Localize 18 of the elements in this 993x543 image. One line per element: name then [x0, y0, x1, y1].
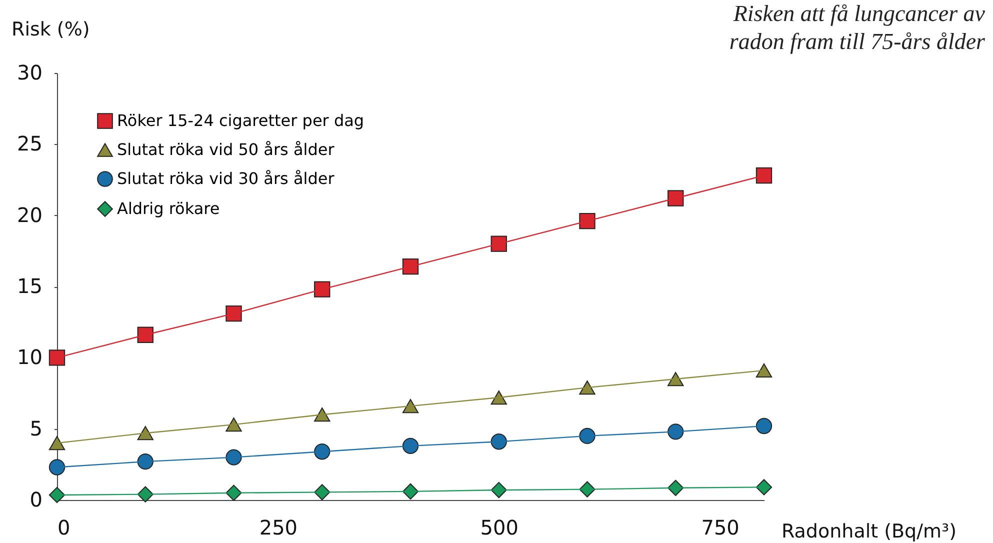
y-tick-label: 10	[17, 345, 42, 370]
x-tick-label: 500	[480, 516, 518, 540]
y-axis-title: Risk (%)	[12, 18, 90, 40]
y-tick-label: 20	[17, 202, 42, 227]
y-tick-label: 0	[30, 488, 42, 512]
x-axis-title: Radonhalt (Bq/m³)	[782, 520, 957, 542]
legend-label: Slutat röka vid 30 års ålder	[117, 169, 335, 188]
text: Risken att få lungcancer av radon fram till 75-års ålder	[729, 1, 986, 54]
y-tick-label: 5	[30, 416, 42, 440]
x-tick-label: 250	[259, 516, 298, 540]
legend-label: Röker 15-24 cigaretter per dag	[117, 111, 364, 130]
y-tick-label: 30	[17, 60, 42, 84]
legend-label: Aldrig rökare	[117, 199, 220, 218]
x-tick-label: 750	[701, 516, 740, 540]
y-tick-label: 25	[17, 132, 42, 156]
x-tick-label: 0	[58, 516, 70, 540]
y-tick-label: 15	[17, 274, 42, 298]
legend-label: Slutat röka vid 50 års ålder	[117, 140, 335, 159]
